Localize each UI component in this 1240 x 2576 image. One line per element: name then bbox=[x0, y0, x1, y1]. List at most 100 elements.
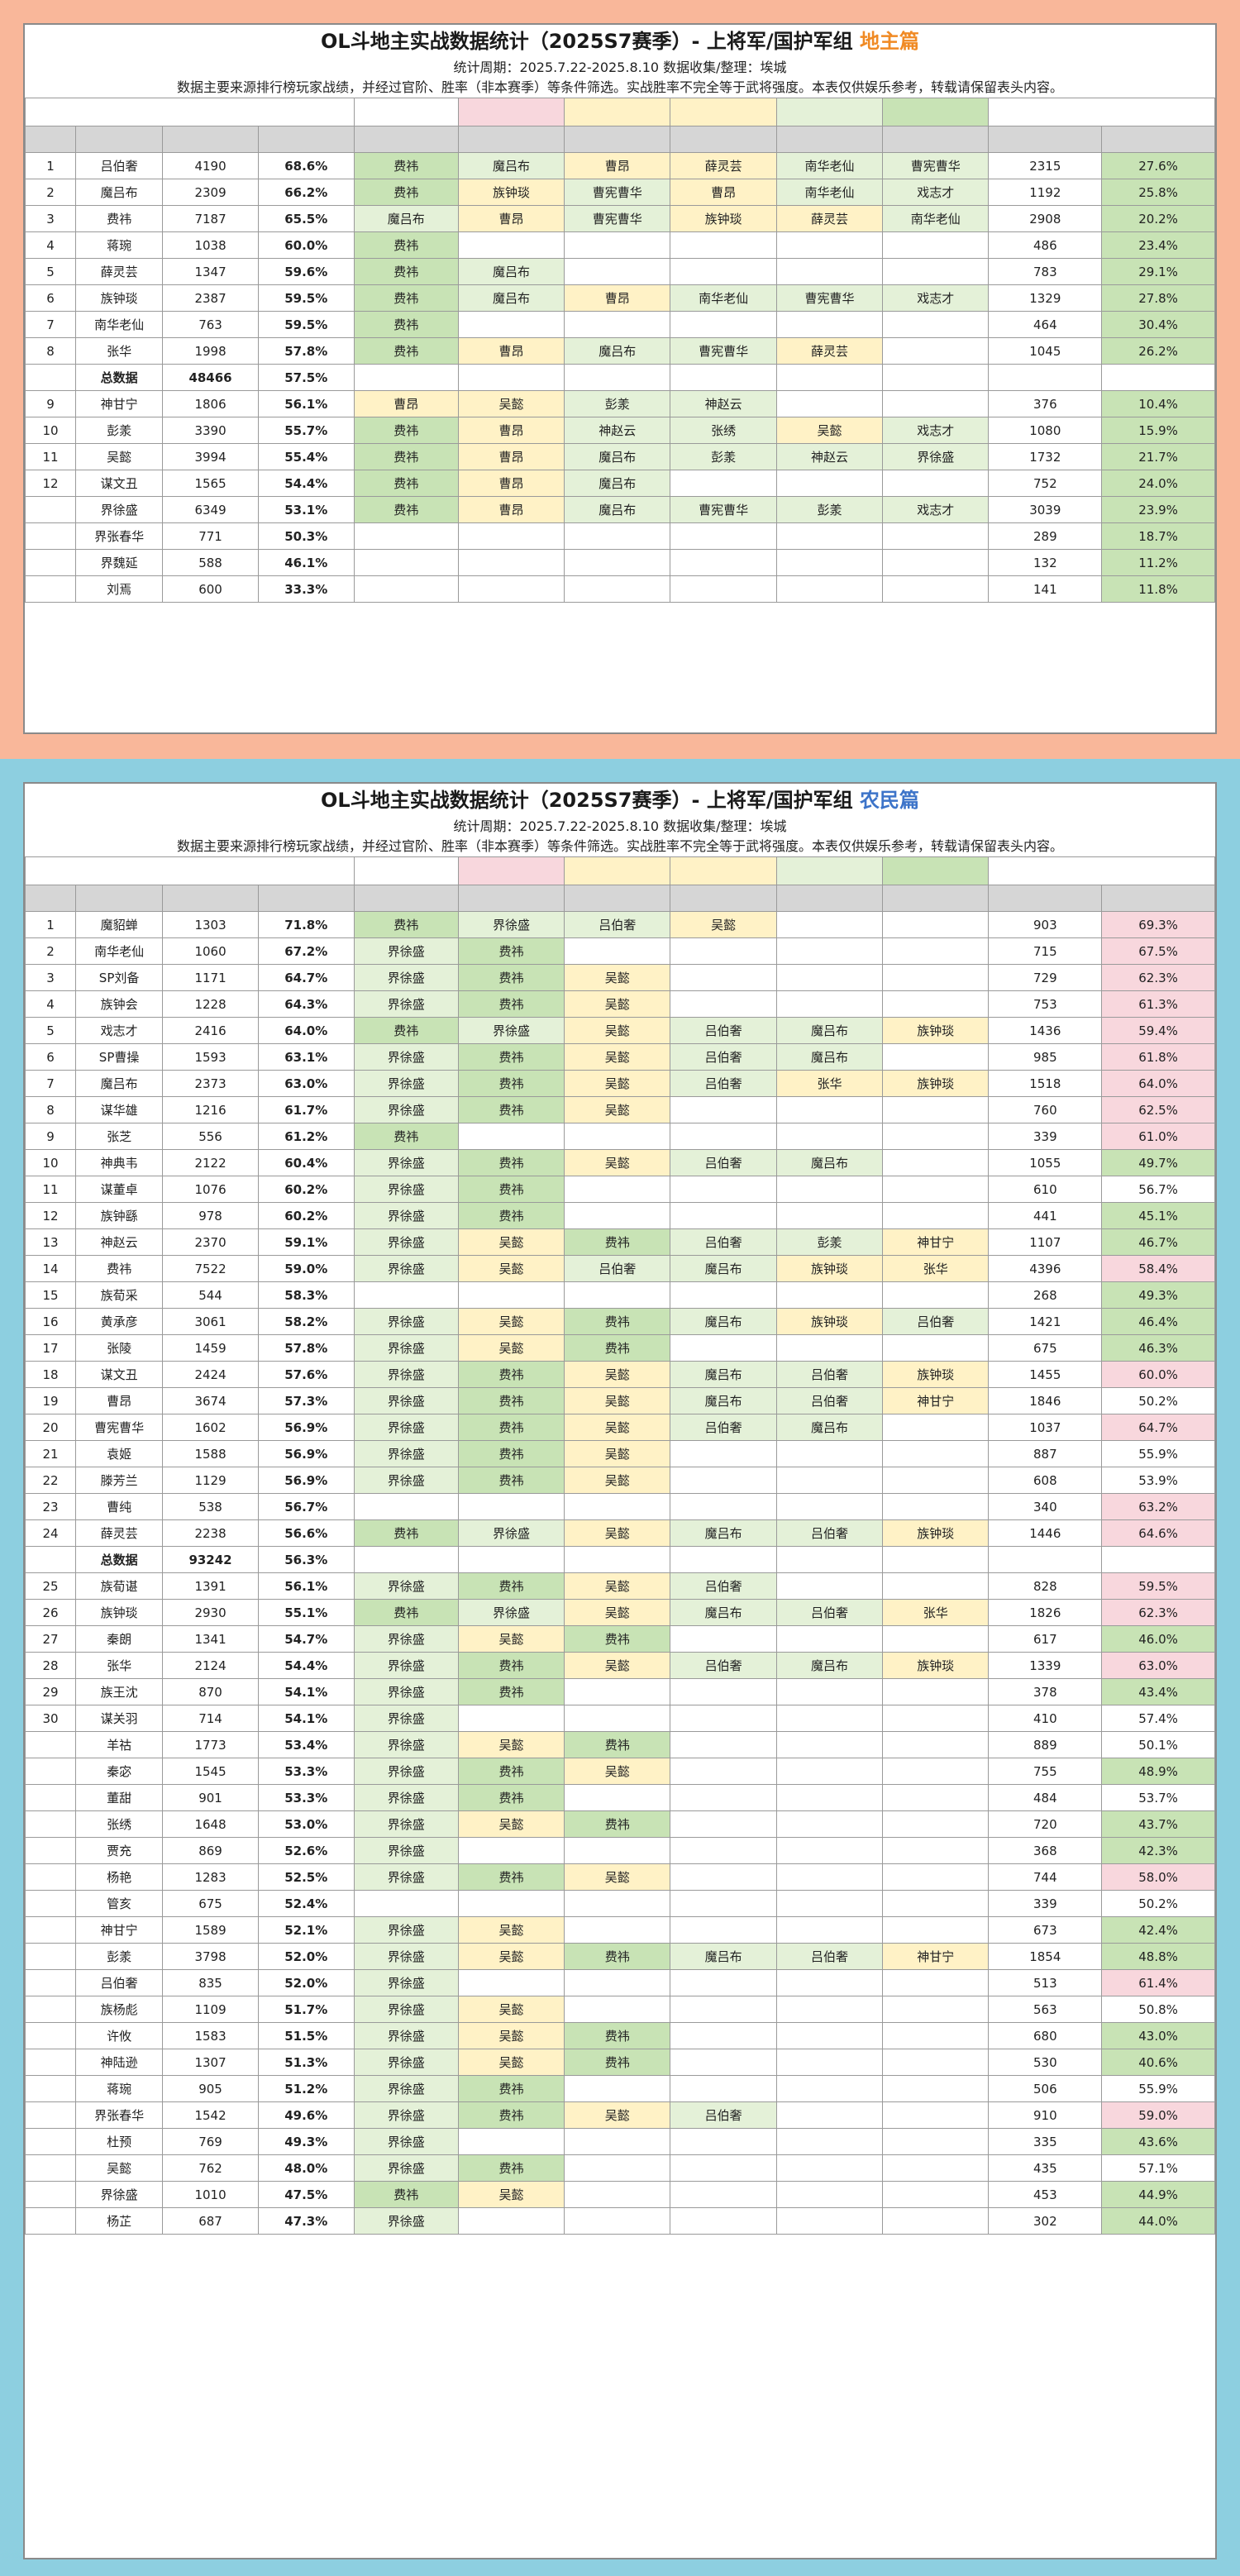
cell-name: 吴懿 bbox=[74, 2154, 164, 2182]
cell-strong: 1107 bbox=[988, 1228, 1103, 1256]
cell-name: 袁姬 bbox=[74, 1440, 164, 1467]
cell-e1: 费祎 bbox=[353, 911, 459, 938]
table-row: 羊祜 1773 53.4% 界徐盛 吴懿 费祎 889 50.1% bbox=[25, 1731, 1215, 1758]
cell-share: 55.9% bbox=[1101, 1440, 1215, 1467]
cell-e6: 戏志才 bbox=[882, 496, 990, 523]
cell-e1: 费祎 bbox=[353, 1017, 459, 1044]
cell-games: 6349 bbox=[162, 496, 259, 523]
column-header bbox=[1101, 126, 1215, 153]
column-header bbox=[564, 126, 671, 153]
cell-e6 bbox=[882, 1043, 990, 1071]
cell-rate: 61.7% bbox=[257, 1096, 355, 1123]
cell-name: 族钟琰 bbox=[74, 284, 164, 312]
cell-name: 彭羕 bbox=[74, 417, 164, 444]
cell-games: 4190 bbox=[162, 152, 259, 179]
period-meta: 统计周期：2025.7.22-2025.8.10 数据收集/整理：埃城 bbox=[453, 60, 787, 75]
cell-rate: 48.0% bbox=[257, 2154, 355, 2182]
cell-name: 谋文丑 bbox=[74, 1361, 164, 1388]
cell-e5 bbox=[775, 1678, 884, 1705]
farmer-sheet: OL斗地主实战数据统计（2025S7赛季）- 上将军/国护军组 农民篇 统计周期… bbox=[23, 782, 1217, 2559]
cell-strong: 752 bbox=[988, 470, 1103, 497]
cell-e5 bbox=[775, 1096, 884, 1123]
cell-strong: 610 bbox=[988, 1176, 1103, 1203]
cell-e2: 吴懿 bbox=[457, 2049, 565, 2076]
cell-rate: 55.1% bbox=[257, 1599, 355, 1626]
cell-e3: 费祎 bbox=[564, 2022, 671, 2049]
cell-e1: 界徐盛 bbox=[353, 2101, 459, 2129]
cell-rate: 60.0% bbox=[257, 231, 355, 259]
cell-share: 42.4% bbox=[1101, 1916, 1215, 1944]
cell-e3: 曹宪曹华 bbox=[564, 205, 671, 232]
cell-games: 1341 bbox=[162, 1625, 259, 1653]
cell-share: 61.0% bbox=[1101, 1123, 1215, 1150]
cell-e4: 吕伯奢 bbox=[670, 1070, 777, 1097]
cell-strong: 339 bbox=[988, 1890, 1103, 1917]
cell-rate: 52.0% bbox=[257, 1943, 355, 1970]
cell-e3 bbox=[564, 549, 671, 576]
table-row: 吕伯奢 835 52.0% 界徐盛 513 61.4% bbox=[25, 1969, 1215, 1996]
cell-e3: 彭羕 bbox=[564, 390, 671, 417]
cell-e6: 张华 bbox=[882, 1255, 990, 1282]
cell-e2: 费祎 bbox=[457, 1652, 565, 1679]
cell-strong: 1732 bbox=[988, 443, 1103, 470]
cell-games: 3390 bbox=[162, 417, 259, 444]
cell-rank: 20 bbox=[25, 1414, 76, 1441]
cell-e5: 彭羕 bbox=[775, 496, 884, 523]
cell-share: 53.7% bbox=[1101, 1784, 1215, 1811]
cell-e6 bbox=[882, 990, 990, 1018]
cell-games: 2387 bbox=[162, 284, 259, 312]
cell-rank bbox=[25, 1758, 76, 1785]
cell-e4: 薛灵芸 bbox=[670, 152, 777, 179]
cell-strong: 435 bbox=[988, 2154, 1103, 2182]
table-row: 15 族荀采 544 58.3% 268 49.3% bbox=[25, 1281, 1215, 1309]
cell-e2: 界徐盛 bbox=[457, 911, 565, 938]
column-header bbox=[353, 126, 459, 153]
cell-rank: 10 bbox=[25, 417, 76, 444]
cell-e2: 费祎 bbox=[457, 1467, 565, 1494]
cell-games: 2930 bbox=[162, 1599, 259, 1626]
cell-share: 43.6% bbox=[1101, 2128, 1215, 2155]
cell-e6 bbox=[882, 2154, 990, 2182]
cell-name: 谋关羽 bbox=[74, 1705, 164, 1732]
cell-e5 bbox=[775, 1546, 884, 1573]
cell-rank bbox=[25, 1784, 76, 1811]
cell-rate: 56.6% bbox=[257, 1519, 355, 1547]
cell-e6 bbox=[882, 1572, 990, 1600]
cell-share: 64.0% bbox=[1101, 1070, 1215, 1097]
cell-strong: 4396 bbox=[988, 1255, 1103, 1282]
table-row: 彭羕 3798 52.0% 界徐盛 吴懿 费祎 魔吕布 吕伯奢 神甘宁 1854 48.8% bbox=[25, 1943, 1215, 1970]
cell-e2: 费祎 bbox=[457, 1440, 565, 1467]
column-header bbox=[162, 885, 259, 912]
cell-e3: 吴懿 bbox=[564, 1070, 671, 1097]
cell-share: 40.6% bbox=[1101, 2049, 1215, 2076]
cell-e5 bbox=[775, 575, 884, 603]
cell-e1: 界徐盛 bbox=[353, 964, 459, 991]
cell-e3: 吕伯奢 bbox=[564, 1255, 671, 1282]
cell-e1: 费祎 bbox=[353, 337, 459, 365]
cell-rank: 5 bbox=[25, 1017, 76, 1044]
cell-rate: 68.6% bbox=[257, 152, 355, 179]
cell-rank: 3 bbox=[25, 964, 76, 991]
table-row: 13 神赵云 2370 59.1% 界徐盛 吴懿 费祎 吕伯奢 彭羕 神甘宁 1107 46.7% bbox=[25, 1228, 1215, 1256]
cell-e1 bbox=[353, 1493, 459, 1520]
cell-strong: 2908 bbox=[988, 205, 1103, 232]
cell-rank: 27 bbox=[25, 1625, 76, 1653]
cell-games: 1038 bbox=[162, 231, 259, 259]
cell-e5 bbox=[775, 964, 884, 991]
cell-e4 bbox=[670, 2181, 777, 2208]
rule-text bbox=[25, 98, 355, 126]
cell-rank: 1 bbox=[25, 152, 76, 179]
cell-games: 544 bbox=[162, 1281, 259, 1309]
cell-strong: 2315 bbox=[988, 152, 1103, 179]
total-row: 总数据 48466 57.5% bbox=[25, 364, 1215, 391]
cell-e2: 吴懿 bbox=[457, 1996, 565, 2023]
cell-rate: 64.7% bbox=[257, 964, 355, 991]
cell-e5 bbox=[775, 364, 884, 391]
cell-e5 bbox=[775, 2101, 884, 2129]
column-header-row bbox=[25, 126, 1215, 153]
cell-e1: 费祎 bbox=[353, 417, 459, 444]
cell-e4: 吕伯奢 bbox=[670, 1572, 777, 1600]
cell-e4 bbox=[670, 1440, 777, 1467]
cell-e3 bbox=[564, 1493, 671, 1520]
cell-e1: 界徐盛 bbox=[353, 1096, 459, 1123]
